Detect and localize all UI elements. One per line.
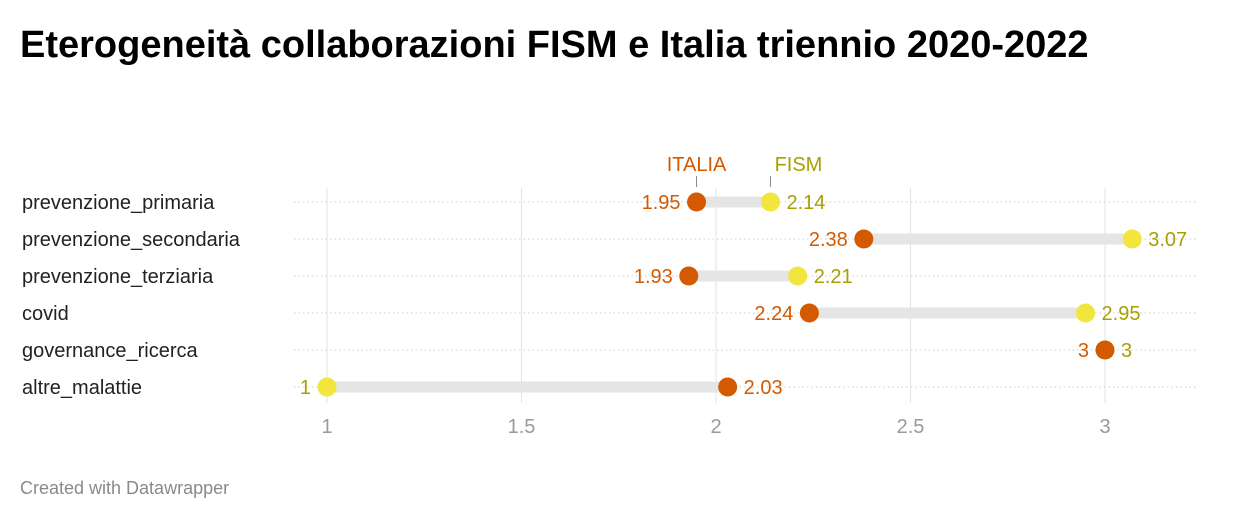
fism-dot [760,192,780,212]
fism-dot [1122,229,1142,249]
row-label-prevenzione_terziaria: prevenzione_terziaria [22,266,214,288]
x-tick-label: 2.5 [897,416,925,438]
italia-dot [799,303,819,323]
italia-dot [854,229,874,249]
legend-italia: ITALIA [667,154,727,176]
fism-dot [788,266,808,286]
italia-dot [1095,340,1115,360]
italia-value-label: 1.95 [642,192,681,214]
fism-value-label: 2.95 [1102,303,1141,325]
italia-value-label: 1.93 [634,266,673,288]
row-label-prevenzione_secondaria: prevenzione_secondaria [22,229,241,251]
fism-value-label: 3.07 [1148,229,1187,251]
italia-value-label: 2.24 [754,303,793,325]
fism-value-label: 2.21 [814,266,853,288]
row-label-prevenzione_primaria: prevenzione_primaria [22,192,215,214]
credit-line: Created with Datawrapper [20,478,230,498]
fism-dot [1076,303,1096,323]
x-tick-label: 3 [1099,416,1110,438]
legend-fism: FISM [775,154,823,176]
fism-dot [317,377,337,397]
x-tick-label: 1 [321,416,332,438]
x-tick-label: 1.5 [508,416,536,438]
dumbbell-chart: 1 1.5 2 2.5 3 prevenzione_primaria 1.95 2.14 pre… [22,154,1198,438]
chart-title: Eterogeneità collaborazioni FISM e Itali… [20,24,1089,66]
fism-value-label: 1 [300,377,311,399]
row-label-altre_malattie: altre_malattie [22,377,142,399]
fism-value-label: 2.14 [786,192,825,214]
italia-value-label: 2.38 [809,229,848,251]
italia-dot [679,266,699,286]
italia-dot [718,377,738,397]
fism-value-label: 3 [1121,340,1132,362]
italia-value-label: 3 [1078,340,1089,362]
italia-dot [687,192,707,212]
x-tick-label: 2 [710,416,721,438]
row-label-covid: covid [22,303,69,325]
row-label-governance_ricerca: governance_ricerca [22,340,199,362]
italia-value-label: 2.03 [744,377,783,399]
